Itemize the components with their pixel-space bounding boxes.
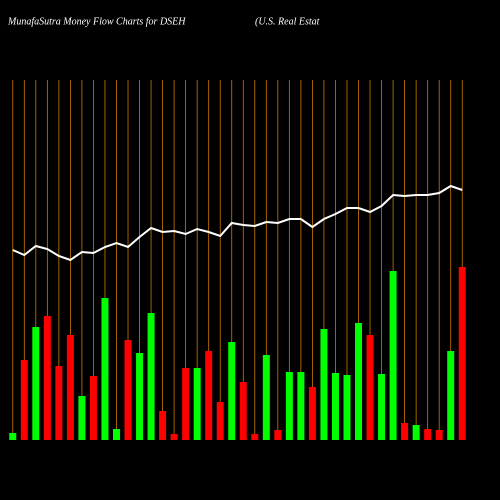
bar xyxy=(112,429,120,440)
bar xyxy=(435,430,443,440)
bar xyxy=(89,376,97,440)
bar xyxy=(32,327,40,440)
bar xyxy=(366,335,374,440)
money-flow-line xyxy=(12,184,463,262)
bar xyxy=(9,433,17,440)
bar xyxy=(343,375,351,440)
bar xyxy=(239,382,247,440)
bar xyxy=(331,373,339,440)
bar xyxy=(136,353,144,440)
bar xyxy=(355,323,363,440)
bar xyxy=(308,387,316,440)
chart-subtitle: (U.S. Real Estat xyxy=(255,16,320,27)
bar xyxy=(285,372,293,440)
bar xyxy=(447,351,455,440)
bar xyxy=(124,340,132,440)
bar xyxy=(262,355,270,440)
bar xyxy=(228,342,236,440)
chart-title: MunafaSutra Money Flow Charts for DSEH xyxy=(7,16,186,27)
bar xyxy=(182,368,190,440)
bar xyxy=(216,402,224,440)
bar xyxy=(401,423,409,440)
bar xyxy=(274,430,282,440)
bar xyxy=(159,411,167,440)
bar xyxy=(297,372,305,440)
bar xyxy=(389,271,397,440)
bar xyxy=(170,434,178,440)
bar xyxy=(147,313,155,440)
bar xyxy=(78,396,86,440)
bar xyxy=(320,329,328,440)
bar xyxy=(458,267,466,440)
bar xyxy=(66,335,74,440)
bar xyxy=(193,368,201,440)
bar xyxy=(412,425,420,440)
bar xyxy=(378,374,386,440)
bar xyxy=(55,366,63,440)
bar xyxy=(20,360,28,440)
bar xyxy=(101,298,109,440)
bar xyxy=(251,434,259,440)
bar xyxy=(43,316,51,440)
bar xyxy=(424,429,432,440)
bar xyxy=(205,351,213,440)
